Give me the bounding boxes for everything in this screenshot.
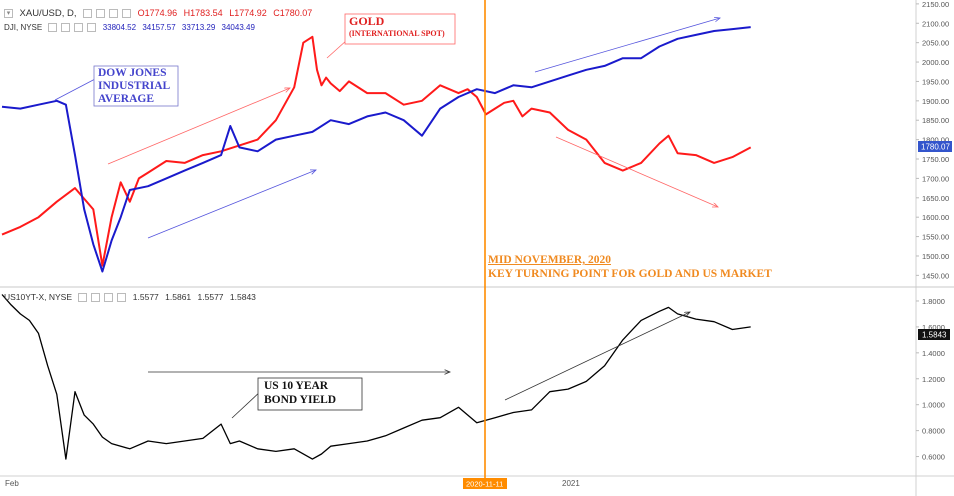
bond-yield-line <box>1 294 751 460</box>
bond-last-value: 1.5843 <box>922 331 947 340</box>
x-tick-feb: Feb <box>5 479 19 488</box>
dow-label-pointer <box>54 77 98 101</box>
bond-open: 1.5577 <box>132 292 159 302</box>
gold-last-value-tag <box>918 141 952 152</box>
gold-uptrend-arrow <box>107 88 290 165</box>
bond-low: 1.5577 <box>197 292 224 302</box>
gold-downtrend-arrow <box>555 136 718 207</box>
y-tick-label: 1650.00 <box>922 194 949 203</box>
y-tick-label: 0.8000 <box>922 427 945 436</box>
bond-symbol: US10YT-X, NYSE <box>4 292 73 302</box>
dow-label-line1: DOW JONES <box>98 67 167 79</box>
gold-label-box <box>344 13 456 45</box>
dow-label-line3: AVERAGE <box>98 93 155 105</box>
dow-jones-line <box>1 26 751 273</box>
dji-open: 33804.52 <box>102 23 137 32</box>
y-tick-label: 1900.00 <box>922 97 949 106</box>
bond-close: 1.5843 <box>229 292 256 302</box>
bond-settings-icon[interactable] <box>91 293 101 303</box>
y-tick-label: 2100.00 <box>922 19 949 28</box>
y-tick-label: 1.6000 <box>922 323 945 332</box>
y-tick-label: 0.6000 <box>922 453 945 462</box>
y-tick-label: 1550.00 <box>922 233 949 242</box>
y-tick-label: 1.0000 <box>922 401 945 410</box>
gold-symbol: XAU/USD, D, <box>19 8 77 19</box>
eye-icon[interactable] <box>83 9 93 19</box>
mid-november-label: MID NOVEMBER, 2020 <box>488 254 611 266</box>
dow-uptrend-arrow <box>147 170 316 239</box>
y-tick-label: 2050.00 <box>922 39 949 48</box>
y-tick-label: 1600.00 <box>922 213 949 222</box>
x-tick-2021: 2021 <box>562 479 580 488</box>
y-tick-label: 1500.00 <box>922 252 949 261</box>
y-tick-label: 1.2000 <box>922 375 945 384</box>
x-tick-date: 2020-11-11 <box>466 480 503 489</box>
y-tick-label: 1850.00 <box>922 116 949 125</box>
more-icon[interactable] <box>122 9 132 19</box>
bond-close-icon[interactable] <box>104 293 114 303</box>
settings-icon[interactable] <box>96 9 106 19</box>
gold-label-pointer <box>326 39 348 59</box>
dji-high: 34157.57 <box>142 23 176 32</box>
y-tick-label: 1.8000 <box>922 297 945 306</box>
bond-high: 1.5861 <box>165 292 192 302</box>
close-icon[interactable] <box>109 9 119 19</box>
dji-low: 33713.29 <box>181 23 216 32</box>
key-turning-point-label: KEY TURNING POINT FOR GOLD AND US MARKET <box>488 268 772 280</box>
dji-eye-icon[interactable] <box>48 23 58 33</box>
dji-settings-icon[interactable] <box>61 23 71 33</box>
bond-more-icon[interactable] <box>117 293 127 303</box>
gold-legend-row: ▾ XAU/USD, D, O1774.96 H1783.54 L1774.92… <box>4 8 316 19</box>
bond-legend-row: US10YT-X, NYSE 1.5577 1.5861 1.5577 1.58… <box>4 292 260 303</box>
y-tick-label: 1750.00 <box>922 155 949 164</box>
bond-label-pointer <box>231 389 263 419</box>
bond-uptrend-arrow <box>504 312 690 401</box>
dji-legend-row: DJI, NYSE 33804.52 34157.57 33713.29 340… <box>4 23 259 33</box>
gold-price-line <box>1 35 752 267</box>
y-tick-label: 2000.00 <box>922 58 949 67</box>
gold-high: H1783.54 <box>183 8 223 18</box>
gold-low: L1774.92 <box>229 8 267 18</box>
dow-label-line2: INDUSTRIAL <box>98 80 171 92</box>
y-tick-label: 2150.00 <box>922 0 949 9</box>
bond-last-value-tag <box>918 329 950 340</box>
y-tick-label: 1700.00 <box>922 174 949 183</box>
dow-late-arrow <box>534 18 720 73</box>
bond-label: US 10 YEAR BOND YIELD <box>264 380 336 407</box>
y-tick-label: 1.4000 <box>922 349 945 358</box>
dji-close: 34043.49 <box>221 23 255 32</box>
dow-label: DOW JONES INDUSTRIAL AVERAGE <box>98 67 170 106</box>
collapse-icon[interactable]: ▾ <box>4 9 13 19</box>
x-tick-date-tag <box>463 478 507 489</box>
gold-label-subtitle: (INTERNATIONAL SPOT) <box>349 29 445 38</box>
gold-last-value: 1780.07 <box>921 143 950 152</box>
dji-more-icon[interactable] <box>87 23 97 33</box>
bond-label-box <box>257 377 363 411</box>
gold-close: C1780.07 <box>273 8 313 18</box>
y-tick-label: 1450.00 <box>922 271 949 280</box>
dow-label-box <box>93 65 179 107</box>
gold-label-title: GOLD <box>349 14 385 28</box>
bond-eye-icon[interactable] <box>78 293 88 303</box>
dji-symbol: DJI, NYSE <box>4 23 43 32</box>
bond-label-line2: BOND YIELD <box>264 393 337 406</box>
gold-open: O1774.96 <box>137 8 178 18</box>
dji-close-icon[interactable] <box>74 23 84 33</box>
y-tick-label: 1800.00 <box>922 136 949 145</box>
y-tick-label: 1950.00 <box>922 77 949 86</box>
bond-label-line1: US 10 YEAR <box>264 380 329 392</box>
gold-label: GOLD (INTERNATIONAL SPOT) <box>349 15 445 39</box>
